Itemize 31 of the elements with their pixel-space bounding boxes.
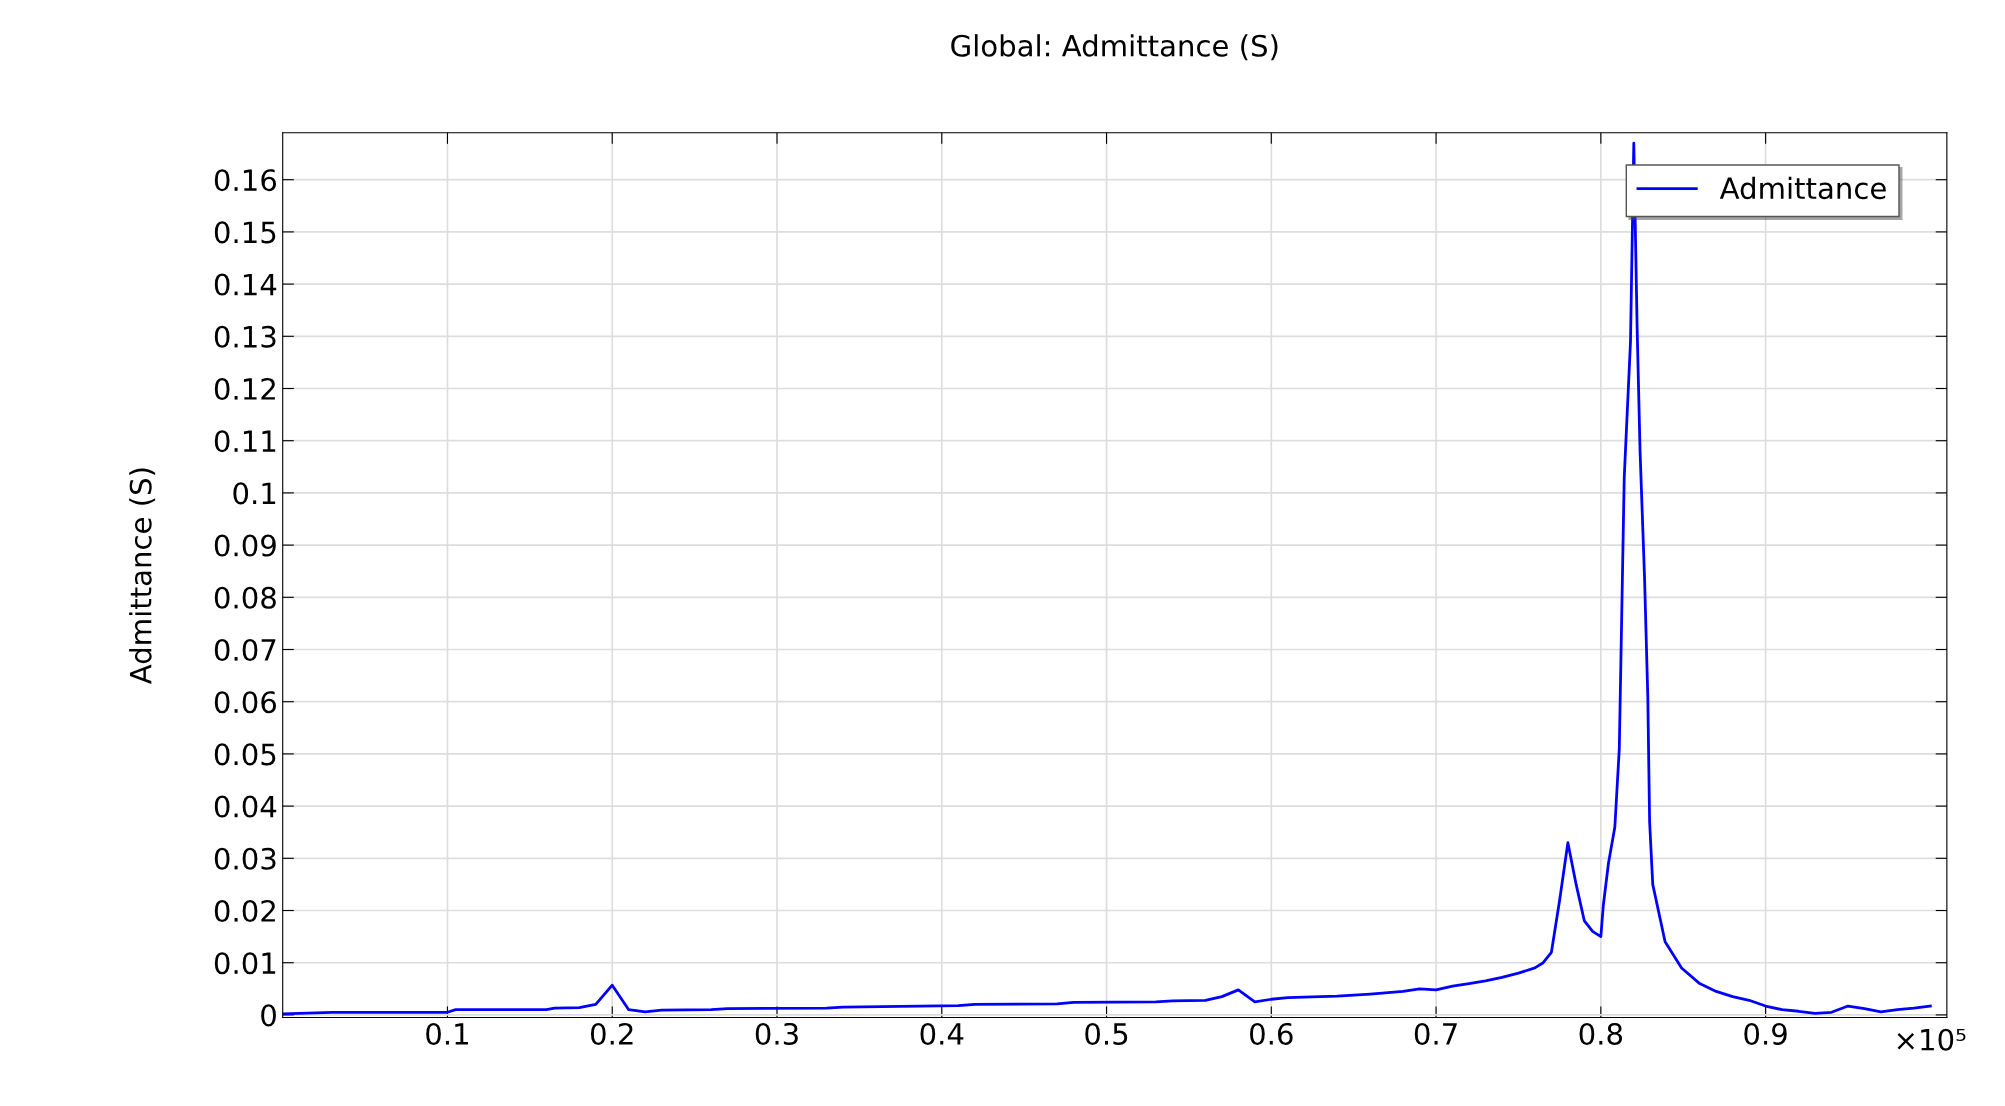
x-tick-label: 0.5: [1085, 1022, 1128, 1045]
x-tick-label: 0.2: [590, 1022, 633, 1045]
chart-title: Global: Admittance (S): [951, 34, 1278, 61]
y-tick-label: 0.09: [214, 534, 276, 557]
y-tick-label: 0.12: [214, 377, 275, 400]
y-tick-label: 0.02: [214, 899, 275, 922]
y-tick-label: 0.14: [214, 273, 277, 296]
x-tick-label: 0.7: [1414, 1022, 1457, 1045]
x-tick-label: 0.3: [755, 1022, 798, 1045]
legend-label: Admittance: [1719, 176, 1886, 200]
x-axis-title: ×10⁵: [1897, 1028, 1966, 1051]
y-tick-label: 0.13: [214, 325, 276, 348]
y-axis-title: Admittance (S): [129, 468, 156, 685]
line-series: [282, 141, 1932, 1016]
y-tick-label: 0.15: [214, 221, 276, 244]
y-tick-label: 0.11: [214, 430, 276, 453]
y-tick-label: 0.01: [214, 952, 276, 975]
x-tick-label: 0.1: [426, 1022, 468, 1045]
y-tick-label: 0.1: [233, 482, 276, 505]
y-tick-label: 0.16: [214, 169, 277, 192]
y-tick-label: 0.07: [214, 638, 276, 661]
x-tick-label: 0.9: [1744, 1022, 1787, 1045]
y-tick-label: 0.04: [214, 795, 277, 818]
y-tick-label: 0: [261, 1004, 276, 1027]
y-tick-label: 0.03: [214, 847, 276, 870]
x-tick-label: 0.4: [920, 1022, 964, 1045]
x-tick-label: 0.8: [1579, 1022, 1623, 1045]
x-tick-label: 0.6: [1250, 1022, 1293, 1045]
y-tick-label: 0.06: [214, 691, 277, 714]
y-tick-label: 0.08: [214, 586, 276, 609]
y-tick-label: 0.05: [214, 743, 276, 766]
